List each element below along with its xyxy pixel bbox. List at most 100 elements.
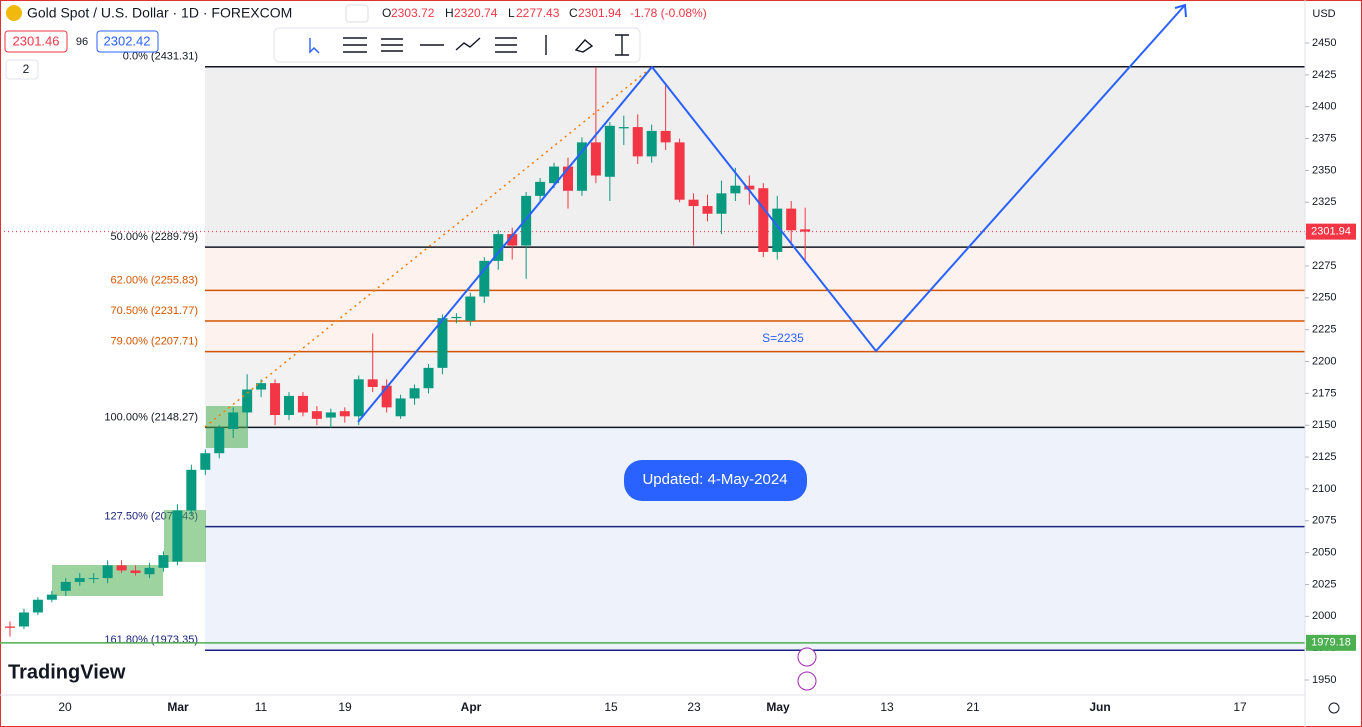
- fib-label: 100.00% (2148.27): [104, 411, 198, 423]
- candle-body: [102, 565, 113, 579]
- o-value: 2303.72: [391, 6, 435, 20]
- y-tick-label: 2325: [1312, 196, 1336, 208]
- path-tool[interactable]: [455, 37, 481, 51]
- candle-body: [46, 594, 57, 600]
- y-tick-label: 2400: [1312, 101, 1336, 113]
- event-icon[interactable]: [797, 671, 817, 691]
- x-tick-label: 15: [604, 700, 618, 714]
- price-tag-label: 1979.18: [1311, 637, 1351, 649]
- candle-body: [409, 388, 420, 399]
- candle-body: [618, 127, 629, 129]
- fib-zone: [205, 66, 1305, 248]
- candle-body: [772, 208, 783, 252]
- ask: 2302.42: [104, 33, 151, 48]
- candle-body: [311, 411, 322, 419]
- price-axis: [1305, 1, 1361, 726]
- fib-label: 70.50% (2231.77): [111, 305, 198, 317]
- background: 0.0% (2431.31) 50.00% (2289.79) 62.00% (22…: [0, 51, 1305, 652]
- x-tick-label: 17: [1233, 700, 1247, 714]
- x-tick-label: 20: [58, 700, 72, 714]
- candle-body: [395, 398, 406, 417]
- h-label: H: [445, 6, 454, 20]
- fib-label: 62.00% (2255.83): [111, 274, 198, 286]
- fib-label: 79.00% (2207.71): [111, 336, 198, 348]
- candle-body: [74, 578, 85, 582]
- candle-body: [688, 199, 699, 207]
- candle-body: [451, 316, 462, 319]
- candle-body: [297, 395, 308, 413]
- x-tick-label: Jun: [1089, 700, 1110, 714]
- buy-button[interactable]: [96, 30, 159, 53]
- candle-body: [88, 578, 99, 580]
- y-tick-label: 2275: [1312, 260, 1336, 272]
- y-tick-label: 2125: [1312, 451, 1336, 463]
- symbol-title: Gold Spot / U.S. Dollar · 1D · FOREXCOM: [27, 5, 292, 21]
- candle-body: [674, 142, 685, 200]
- candle-body: [172, 510, 183, 562]
- bid: 2301.46: [13, 33, 60, 48]
- candle-body: [730, 185, 741, 194]
- symbol-icon: [6, 5, 22, 21]
- candle-body: [423, 367, 434, 389]
- indicators-count: 2: [23, 62, 30, 76]
- candle-body: [758, 188, 769, 252]
- candle-body: [507, 234, 518, 246]
- candle-body: [144, 567, 155, 575]
- candle-body: [200, 453, 211, 470]
- price-tag-label: 2301.94: [1311, 226, 1351, 238]
- cursor-tool[interactable]: [309, 38, 320, 54]
- o-label: O: [382, 6, 391, 20]
- highlight-box: [206, 406, 248, 448]
- fib-tool[interactable]: [343, 37, 367, 53]
- candle-body: [381, 385, 392, 408]
- spread: 96: [76, 36, 88, 48]
- fib-zone: [205, 247, 1305, 352]
- candle-body: [130, 570, 141, 573]
- c-value: 2301.94: [578, 6, 622, 20]
- candle-body: [576, 142, 587, 191]
- candle-body: [353, 379, 364, 417]
- candle-body: [493, 234, 504, 261]
- candle-body: [590, 142, 601, 176]
- candle-body: [339, 411, 350, 417]
- candle-body: [284, 395, 294, 416]
- candle-body: [632, 127, 643, 157]
- y-tick-label: 1950: [1312, 674, 1336, 686]
- badge: Updated: 4-May-2024: [642, 471, 787, 488]
- channel-tool[interactable]: [495, 37, 517, 53]
- candle-body: [60, 581, 71, 591]
- y-tick-label: 2350: [1312, 164, 1336, 176]
- candle-body: [367, 379, 378, 387]
- candle-body: [786, 208, 797, 231]
- x-tick-label: 21: [966, 700, 980, 714]
- y-tick-label: 2425: [1312, 69, 1336, 81]
- x-tick-label: Mar: [167, 700, 189, 714]
- candle-body: [660, 130, 671, 143]
- y-tick-label: 2100: [1312, 483, 1336, 495]
- fib-label: 161.80% (1973.35): [104, 634, 198, 646]
- measure-tool[interactable]: [615, 34, 629, 56]
- currency: USD: [1312, 8, 1335, 20]
- settings-icon[interactable]: [1328, 702, 1340, 714]
- x-tick-label: 11: [255, 700, 268, 714]
- indicators-toggle[interactable]: [5, 59, 39, 80]
- h-value: 2320.74: [454, 6, 498, 20]
- annotation: S=2235: [762, 331, 804, 345]
- candle-body: [521, 195, 532, 246]
- candle-body: [214, 427, 225, 454]
- x-tick-label: 23: [687, 700, 701, 714]
- sell-button[interactable]: [4, 30, 68, 53]
- candle-body: [256, 383, 267, 390]
- y-tick-label: 2000: [1312, 610, 1336, 622]
- y-tick-label: 2450: [1312, 37, 1336, 49]
- candle-body: [158, 555, 169, 568]
- candle-body: [549, 166, 560, 184]
- eraser-tool[interactable]: [574, 39, 594, 53]
- event-icon[interactable]: [797, 647, 817, 667]
- y-tick-label: 2175: [1312, 387, 1336, 399]
- candle-body: [479, 260, 490, 297]
- compare-button[interactable]: [345, 4, 369, 23]
- change: -1.78 (-0.08%): [630, 6, 707, 20]
- lines-tool[interactable]: [381, 38, 403, 52]
